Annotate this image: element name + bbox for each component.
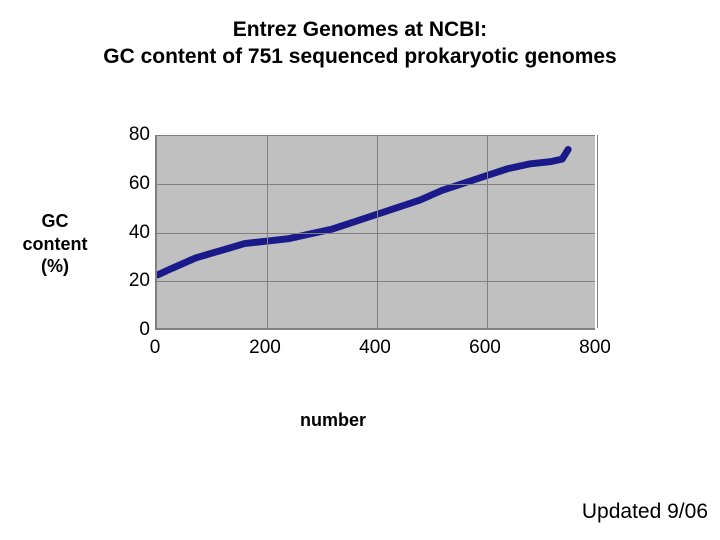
gridline-h — [157, 233, 595, 234]
gridline-v — [267, 135, 268, 328]
series-line — [157, 135, 595, 328]
y-axis-label: GC content (%) — [10, 210, 100, 278]
x-tick-label: 0 — [150, 337, 161, 359]
title-line-1: Entrez Genomes at NCBI: — [0, 16, 720, 43]
page-title: Entrez Genomes at NCBI: GC content of 75… — [0, 0, 720, 71]
y-tick-label: 20 — [110, 270, 150, 292]
x-axis-label: number — [300, 410, 366, 431]
gridline-h — [157, 184, 595, 185]
y-tick-label: 40 — [110, 222, 150, 244]
y-tick-label: 0 — [110, 319, 150, 341]
title-line-2: GC content of 751 sequenced prokaryotic … — [0, 43, 720, 70]
x-tick-label: 800 — [579, 337, 611, 359]
plot-area — [155, 135, 595, 330]
y-tick-label: 80 — [110, 124, 150, 146]
gridline-v — [377, 135, 378, 328]
y-tick-label: 60 — [110, 173, 150, 195]
x-tick-label: 200 — [249, 337, 281, 359]
gridline-h — [157, 281, 595, 282]
gridline-v — [487, 135, 488, 328]
gridline-h — [157, 135, 595, 136]
x-tick-label: 600 — [469, 337, 501, 359]
updated-text: Updated 9/06 — [582, 500, 708, 524]
chart-frame: 0204060800200400600800 — [100, 125, 620, 375]
gridline-v — [597, 135, 598, 328]
x-tick-label: 400 — [359, 337, 391, 359]
chart-container: GC content (%) 0204060800200400600800 — [100, 115, 660, 385]
